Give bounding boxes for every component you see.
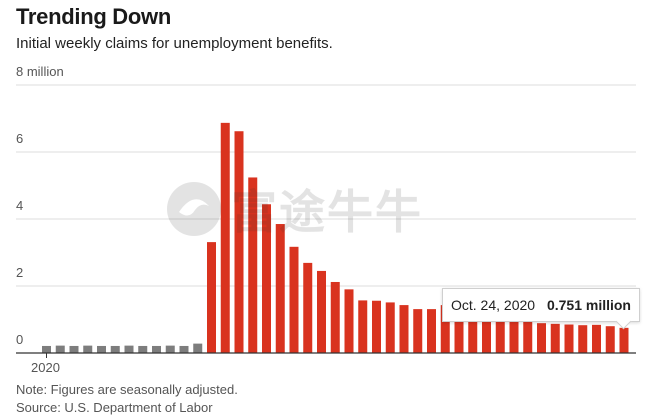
bar[interactable] [482, 319, 491, 353]
bar[interactable] [468, 315, 478, 353]
y-tick-label: 2 [16, 265, 23, 280]
bar[interactable] [179, 345, 189, 353]
bar[interactable] [330, 281, 340, 353]
bar[interactable] [97, 345, 106, 353]
tooltip: Oct. 24, 2020 0.751 million [442, 288, 640, 330]
bar[interactable] [605, 326, 615, 353]
bar[interactable] [427, 309, 436, 353]
bar[interactable] [234, 131, 244, 353]
bar[interactable] [399, 305, 409, 353]
tooltip-date: Oct. 24, 2020 [451, 297, 536, 313]
bar[interactable] [317, 270, 326, 353]
bar[interactable] [193, 343, 203, 353]
bar[interactable] [69, 345, 79, 353]
bar[interactable] [289, 246, 299, 353]
bar[interactable] [537, 323, 546, 353]
bar[interactable] [152, 345, 161, 353]
bar[interactable] [372, 300, 381, 353]
bar[interactable] [564, 324, 574, 353]
bar[interactable] [385, 302, 395, 353]
source-text: Source: U.S. Department of Labor [16, 400, 213, 415]
bar[interactable] [303, 262, 313, 353]
bar-chart: 0 2 4 6 8 million 2020 [16, 64, 636, 375]
bar[interactable] [262, 204, 271, 353]
bar[interactable] [344, 289, 354, 353]
bar[interactable] [42, 345, 51, 353]
bar-highlighted[interactable] [619, 327, 629, 353]
bar[interactable] [440, 305, 450, 353]
bar[interactable] [275, 224, 285, 353]
note-text: Note: Figures are seasonally adjusted. [16, 382, 238, 397]
y-tick-label: 4 [16, 198, 23, 213]
bar[interactable] [523, 321, 533, 353]
y-tick-label: 0 [16, 332, 23, 347]
bar[interactable] [358, 300, 368, 353]
bar[interactable] [220, 122, 230, 353]
y-tick-label: 8 million [16, 64, 64, 79]
bar[interactable] [110, 345, 120, 353]
y-tick-label: 6 [16, 131, 23, 146]
bar[interactable] [124, 345, 134, 353]
bar[interactable] [165, 345, 175, 353]
bar[interactable] [509, 320, 519, 353]
bar[interactable] [592, 324, 601, 353]
tooltip-value: 0.751 million [546, 297, 631, 313]
chart-subtitle: Initial weekly claims for unemployment b… [16, 35, 333, 52]
watermark: 富途牛牛 [165, 176, 423, 242]
futu-logo-icon [167, 182, 221, 236]
chart-title: Trending Down [16, 4, 171, 29]
bar[interactable] [248, 177, 258, 353]
bar[interactable] [83, 345, 93, 353]
bar[interactable] [454, 313, 464, 353]
bar[interactable] [495, 320, 505, 353]
x-tick-label: 2020 [31, 360, 60, 375]
bar[interactable] [138, 345, 148, 353]
bar[interactable] [55, 345, 65, 353]
bar[interactable] [550, 323, 560, 353]
watermark-text: 富途牛牛 [231, 185, 423, 239]
bar[interactable] [578, 325, 588, 353]
bar[interactable] [207, 242, 216, 353]
bar[interactable] [413, 309, 423, 353]
